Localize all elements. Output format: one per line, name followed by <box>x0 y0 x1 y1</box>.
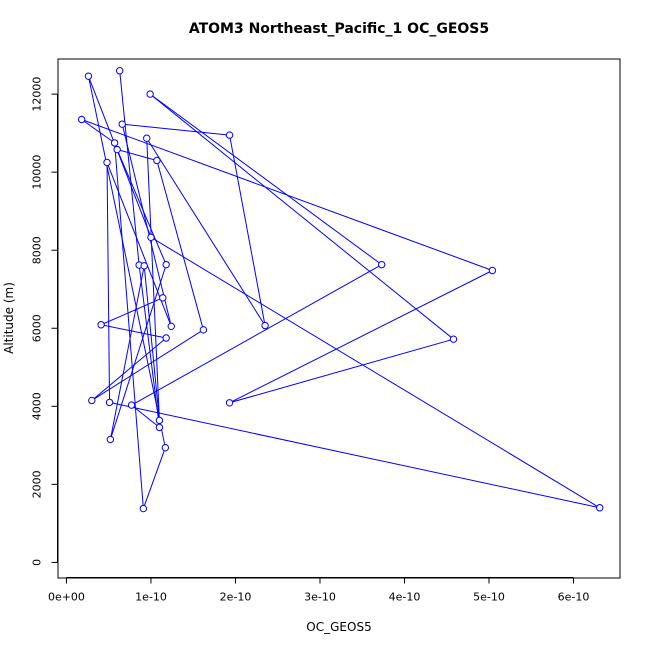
data-point <box>140 262 148 270</box>
x-tick-label: 1e-10 <box>135 591 167 604</box>
series-segment <box>101 324 167 339</box>
data-point <box>449 335 458 343</box>
data-point <box>161 443 170 452</box>
data-point <box>155 416 164 425</box>
series-segment <box>143 265 160 421</box>
data-point <box>162 334 170 342</box>
series-segment <box>109 264 167 440</box>
y-tick-label: 12000 <box>31 77 44 112</box>
data-point <box>199 326 208 334</box>
data-point <box>225 131 234 139</box>
data-point <box>115 67 124 75</box>
data-point <box>147 233 155 242</box>
series-segment <box>229 270 493 404</box>
series-segment <box>106 162 111 403</box>
y-axis: 0 2000 4000 6000 8000 10000 12000 <box>31 77 58 566</box>
data-point <box>113 145 121 154</box>
data-point <box>261 321 269 330</box>
data-point <box>127 401 136 409</box>
x-tick-label: 0e+00 <box>48 591 85 604</box>
x-tick-label: 4e-10 <box>389 591 421 604</box>
series-segment <box>146 137 266 326</box>
y-tick-label: 4000 <box>31 392 44 420</box>
data-point <box>106 435 115 444</box>
series-segment <box>149 93 382 266</box>
series-segment <box>156 160 204 330</box>
series-segment <box>91 329 204 401</box>
data-point <box>143 134 151 142</box>
series-segment <box>100 297 163 326</box>
series-segment <box>142 447 166 509</box>
chart-title: ATOM3 Northeast_Pacific_1 OC_GEOS5 <box>189 21 489 37</box>
series-segment <box>229 338 454 404</box>
data-point <box>596 504 604 512</box>
y-tick-label: 6000 <box>31 314 44 342</box>
series-segment <box>109 265 145 440</box>
y-axis-label: Altitude (m) <box>2 282 16 354</box>
data-point <box>225 399 234 407</box>
series-segment <box>122 123 230 136</box>
series-segment <box>119 70 140 266</box>
series-segment <box>131 404 160 428</box>
data-point <box>377 260 386 269</box>
series-segment <box>117 149 158 161</box>
data-point <box>118 120 126 128</box>
series-segment <box>229 135 266 326</box>
data-point <box>153 156 161 165</box>
y-tick-label: 8000 <box>31 236 44 264</box>
series-segment <box>81 119 493 271</box>
series-segment <box>116 149 167 265</box>
series-segment <box>146 138 160 421</box>
data-point <box>146 90 154 98</box>
data-point <box>88 396 96 405</box>
data-point <box>105 398 114 407</box>
series-segment <box>109 401 600 509</box>
series-segment <box>81 119 115 144</box>
x-tick-label: 2e-10 <box>220 591 252 604</box>
data-point <box>155 423 164 432</box>
series-segment <box>87 76 166 448</box>
data-point <box>159 294 167 302</box>
series-segment <box>150 236 600 509</box>
data-point <box>84 72 93 80</box>
series-segment <box>149 93 454 340</box>
x-tick-label: 5e-10 <box>473 591 505 604</box>
data-point <box>162 260 170 269</box>
x-tick-label: 3e-10 <box>304 591 336 604</box>
series-segment <box>91 337 167 401</box>
y-tick-label: 0 <box>31 559 44 566</box>
series-segment <box>131 264 382 406</box>
data-point <box>110 139 119 147</box>
data-point <box>77 115 86 124</box>
data-point <box>97 321 105 329</box>
data-point <box>139 504 148 513</box>
x-tick-label: 6e-10 <box>558 591 590 604</box>
series-segment <box>106 162 172 327</box>
series-layer <box>77 67 604 513</box>
y-tick-label: 2000 <box>31 470 44 498</box>
x-axis: 0e+00 1e-10 2e-10 3e-10 4e-10 5e-10 6e-10 <box>48 577 590 604</box>
y-tick-label: 10000 <box>31 155 44 190</box>
data-point <box>103 158 111 167</box>
series-segment <box>121 124 172 327</box>
data-point <box>167 322 175 331</box>
data-point <box>488 266 497 275</box>
x-axis-label: OC_GEOS5 <box>306 620 371 634</box>
series-segment <box>114 142 144 509</box>
